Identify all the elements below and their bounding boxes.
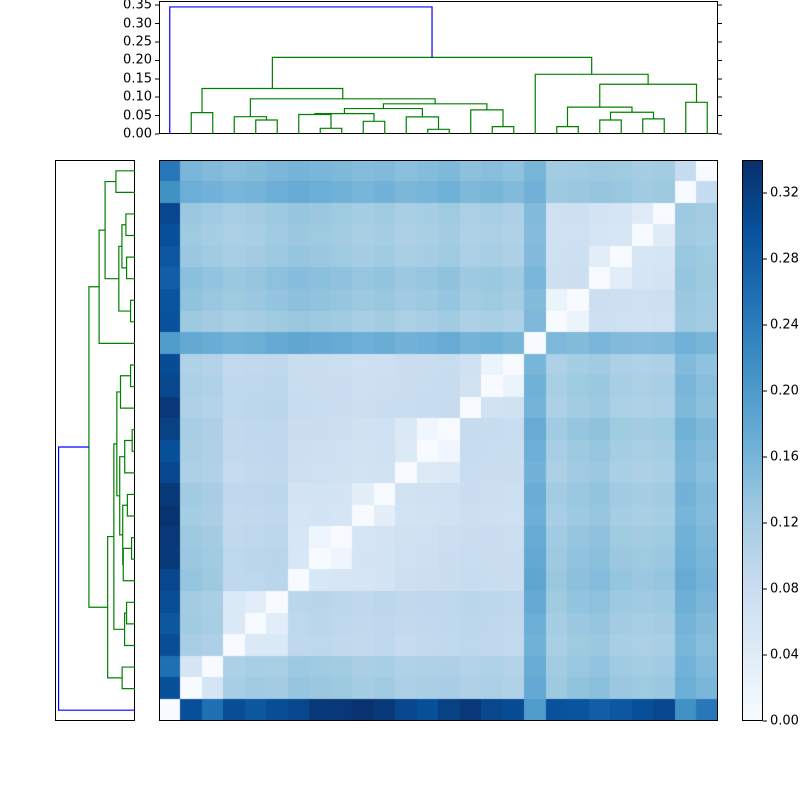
top-axis-tick-label: 0.00 [123,126,152,142]
top-dendrogram-axes [159,1,718,134]
colorbar-tick-label: 0.16 [770,449,799,465]
left-dendrogram-axes [55,160,135,721]
colorbar-tick-label: 0.28 [770,251,799,267]
top-axis-tick-label: 0.05 [123,108,152,124]
heatmap-border [159,160,718,721]
top-axis-tick-label: 0.30 [123,16,152,31]
colorbar-tick-label: 0.32 [770,185,799,201]
top-axis-tick-label: 0.25 [123,34,152,50]
top-axis-tick-label: 0.15 [123,71,152,87]
top-axis-tick-label: 0.20 [123,52,152,68]
colorbar-tick-label: 0.08 [770,581,799,597]
colorbar-tick-label: 0.24 [770,317,799,333]
heatmap [159,160,718,721]
top-axis-tick-label: 0.10 [123,89,152,105]
colorbar-tick-label: 0.00 [770,713,799,729]
top-axis-tick-label: 0.35 [123,0,152,13]
colorbar-tick-label: 0.04 [770,647,799,663]
colorbar-tick-label: 0.20 [770,383,799,399]
colorbar [742,160,763,721]
colorbar-tick-label: 0.12 [770,515,799,531]
